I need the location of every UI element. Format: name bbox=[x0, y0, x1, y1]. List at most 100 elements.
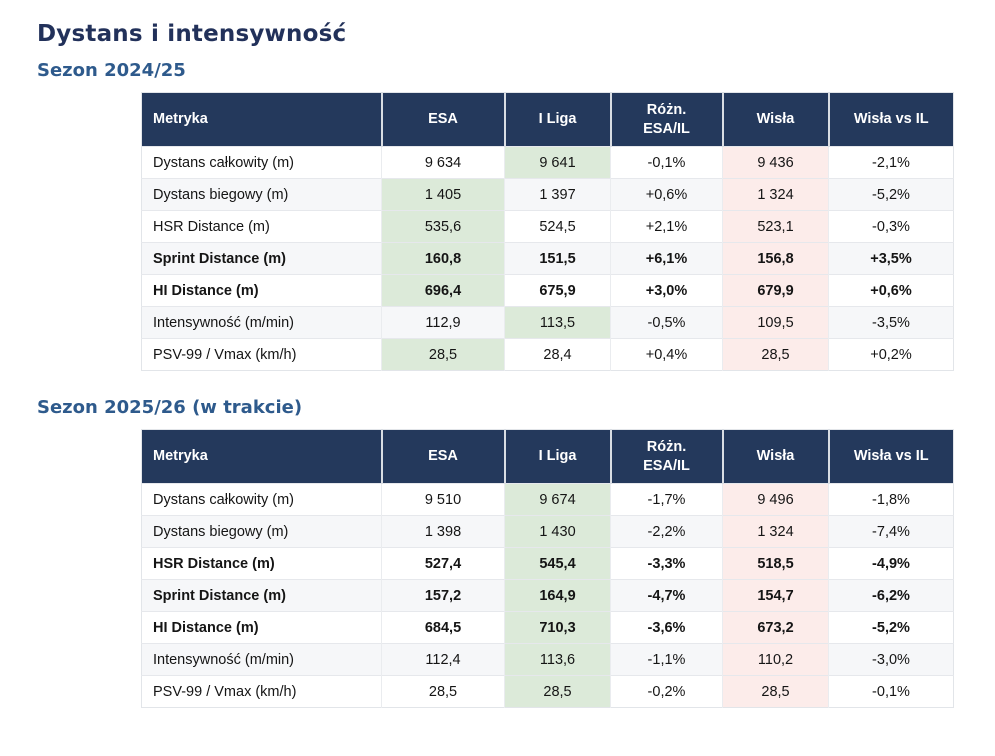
season-2025-26-section: Sezon 2025/26 (w trakcie) Metryka ESA I … bbox=[37, 397, 955, 708]
header-row: Metryka ESA I Liga Różn. ESA/IL Wisła Wi… bbox=[141, 429, 954, 484]
page-title: Dystans i intensywność bbox=[37, 21, 347, 47]
diff-esa-il-cell: -0,1% bbox=[610, 146, 723, 179]
wisla-value-cell: 1 324 bbox=[722, 515, 829, 548]
metric-name-cell: Dystans biegowy (m) bbox=[141, 178, 382, 211]
column-header-i-liga: I Liga bbox=[503, 92, 611, 147]
metric-name-cell: Intensywność (m/min) bbox=[141, 306, 382, 339]
wisla-value-cell: 679,9 bbox=[722, 274, 829, 307]
table-row: Sprint Distance (m) 157,2 164,9 -4,7% 154,7-… bbox=[141, 579, 954, 612]
i-liga-value-cell: 545,4 bbox=[504, 547, 611, 580]
wisla-vs-il-cell: -3,0% bbox=[828, 643, 954, 676]
column-header-i-liga: I Liga bbox=[503, 429, 611, 484]
diff-esa-il-cell: -3,3% bbox=[610, 547, 723, 580]
wisla-vs-il-cell: -0,1% bbox=[828, 675, 954, 708]
season-2025-26-title: Sezon 2025/26 (w trakcie) bbox=[37, 397, 303, 418]
table-row: Dystans całkowity (m) 9 634 9 641 -0,1% 9 43… bbox=[141, 146, 954, 179]
wisla-vs-il-cell: +0,6% bbox=[828, 274, 954, 307]
wisla-vs-il-cell: -3,5% bbox=[828, 306, 954, 339]
wisla-vs-il-cell: -1,8% bbox=[828, 483, 954, 516]
diff-esa-il-cell: +6,1% bbox=[610, 242, 723, 275]
table-row: Intensywność (m/min) 112,9 113,5 -0,5% 109,5… bbox=[141, 306, 954, 339]
report-page: Dystans i intensywność Sezon 2024/25 Met… bbox=[37, 21, 955, 708]
metric-name-cell: Sprint Distance (m) bbox=[141, 242, 382, 275]
table-row: HI Distance (m) 696,4 675,9 +3,0% 679,9 +0,6% bbox=[141, 274, 954, 307]
table-row: HSR Distance (m) 535,6 524,5 +2,1% 523,1 -0,3… bbox=[141, 210, 954, 243]
table-row: Intensywność (m/min) 112,4 113,6 -1,1% 110,2… bbox=[141, 643, 954, 676]
column-header-esa: ESA bbox=[380, 92, 505, 147]
wisla-value-cell: 518,5 bbox=[722, 547, 829, 580]
metric-name-cell: Dystans biegowy (m) bbox=[141, 515, 382, 548]
esa-value-cell: 1 405 bbox=[381, 178, 505, 211]
i-liga-value-cell: 524,5 bbox=[504, 210, 611, 243]
esa-value-cell: 28,5 bbox=[381, 338, 505, 371]
wisla-value-cell: 28,5 bbox=[722, 675, 829, 708]
table-row: Dystans całkowity (m) 9 510 9 674 -1,7% 9 49… bbox=[141, 483, 954, 516]
esa-value-cell: 527,4 bbox=[381, 547, 505, 580]
i-liga-value-cell: 9 641 bbox=[504, 146, 611, 179]
table-row: HI Distance (m) 684,5 710,3 -3,6% 673,2 -5,2% bbox=[141, 611, 954, 644]
wisla-value-cell: 154,7 bbox=[722, 579, 829, 612]
season-2024-25-section: Sezon 2024/25 Metryka ESA I Liga Różn. E… bbox=[37, 60, 955, 371]
wisla-value-cell: 523,1 bbox=[722, 210, 829, 243]
metrics-table-season-2025-26: Metryka ESA I Liga Różn. ESA/IL Wisła Wi… bbox=[141, 429, 954, 708]
i-liga-value-cell: 28,5 bbox=[504, 675, 611, 708]
esa-value-cell: 157,2 bbox=[381, 579, 505, 612]
metric-name-cell: Dystans całkowity (m) bbox=[141, 146, 382, 179]
i-liga-value-cell: 710,3 bbox=[504, 611, 611, 644]
i-liga-value-cell: 151,5 bbox=[504, 242, 611, 275]
metric-name-cell: HSR Distance (m) bbox=[141, 547, 382, 580]
column-header-esa: ESA bbox=[380, 429, 505, 484]
wisla-value-cell: 156,8 bbox=[722, 242, 829, 275]
wisla-value-cell: 673,2 bbox=[722, 611, 829, 644]
wisla-value-cell: 110,2 bbox=[722, 643, 829, 676]
diff-esa-il-cell: +3,0% bbox=[610, 274, 723, 307]
table-row: Sprint Distance (m) 160,8 151,5 +6,1% 156,8 +… bbox=[141, 242, 954, 275]
wisla-value-cell: 1 324 bbox=[722, 178, 829, 211]
wisla-value-cell: 9 496 bbox=[722, 483, 829, 516]
diff-esa-il-cell: -3,6% bbox=[610, 611, 723, 644]
metrics-table-season-2024-25: Metryka ESA I Liga Różn. ESA/IL Wisła Wi… bbox=[141, 92, 954, 371]
metric-name-cell: Sprint Distance (m) bbox=[141, 579, 382, 612]
diff-esa-il-cell: +2,1% bbox=[610, 210, 723, 243]
i-liga-value-cell: 675,9 bbox=[504, 274, 611, 307]
diff-esa-il-cell: +0,4% bbox=[610, 338, 723, 371]
wisla-vs-il-cell: -5,2% bbox=[828, 178, 954, 211]
metric-name-cell: HI Distance (m) bbox=[141, 274, 382, 307]
metric-name-cell: HI Distance (m) bbox=[141, 611, 382, 644]
wisla-vs-il-cell: +0,2% bbox=[828, 338, 954, 371]
wisla-vs-il-cell: -2,1% bbox=[828, 146, 954, 179]
i-liga-value-cell: 113,5 bbox=[504, 306, 611, 339]
esa-value-cell: 160,8 bbox=[381, 242, 505, 275]
wisla-value-cell: 28,5 bbox=[722, 338, 829, 371]
wisla-vs-il-cell: -5,2% bbox=[828, 611, 954, 644]
column-header-wisla-vs-il: Wisła vs IL bbox=[827, 92, 954, 147]
table-body: Dystans całkowity (m) 9 510 9 674 -1,7% 9 49… bbox=[141, 483, 954, 708]
esa-value-cell: 28,5 bbox=[381, 675, 505, 708]
table-row: Dystans biegowy (m) 1 405 1 397 +0,6% 1 324-… bbox=[141, 178, 954, 211]
i-liga-value-cell: 1 430 bbox=[504, 515, 611, 548]
esa-value-cell: 112,4 bbox=[381, 643, 505, 676]
wisla-vs-il-cell: -0,3% bbox=[828, 210, 954, 243]
table-body: Dystans całkowity (m) 9 634 9 641 -0,1% 9 43… bbox=[141, 146, 954, 371]
esa-value-cell: 1 398 bbox=[381, 515, 505, 548]
wisla-value-cell: 109,5 bbox=[722, 306, 829, 339]
diff-esa-il-cell: -1,7% bbox=[610, 483, 723, 516]
diff-esa-il-cell: -0,2% bbox=[610, 675, 723, 708]
wisla-vs-il-cell: +3,5% bbox=[828, 242, 954, 275]
table-row: PSV-99 / Vmax (km/h) 28,5 28,5 -0,2% 28,5 -0,… bbox=[141, 675, 954, 708]
table-row: Dystans biegowy (m) 1 398 1 430 -2,2% 1 324-… bbox=[141, 515, 954, 548]
esa-value-cell: 9 634 bbox=[381, 146, 505, 179]
esa-value-cell: 535,6 bbox=[381, 210, 505, 243]
metric-name-cell: HSR Distance (m) bbox=[141, 210, 382, 243]
i-liga-value-cell: 28,4 bbox=[504, 338, 611, 371]
wisla-vs-il-cell: -4,9% bbox=[828, 547, 954, 580]
diff-esa-il-cell: -0,5% bbox=[610, 306, 723, 339]
column-header-wisla: Wisła bbox=[721, 429, 829, 484]
table-row: PSV-99 / Vmax (km/h) 28,5 28,4 +0,4% 28,5 +0,… bbox=[141, 338, 954, 371]
diff-esa-il-cell: +0,6% bbox=[610, 178, 723, 211]
diff-esa-il-cell: -4,7% bbox=[610, 579, 723, 612]
esa-value-cell: 9 510 bbox=[381, 483, 505, 516]
column-header-wisla: Wisła bbox=[721, 92, 829, 147]
i-liga-value-cell: 1 397 bbox=[504, 178, 611, 211]
wisla-vs-il-cell: -6,2% bbox=[828, 579, 954, 612]
